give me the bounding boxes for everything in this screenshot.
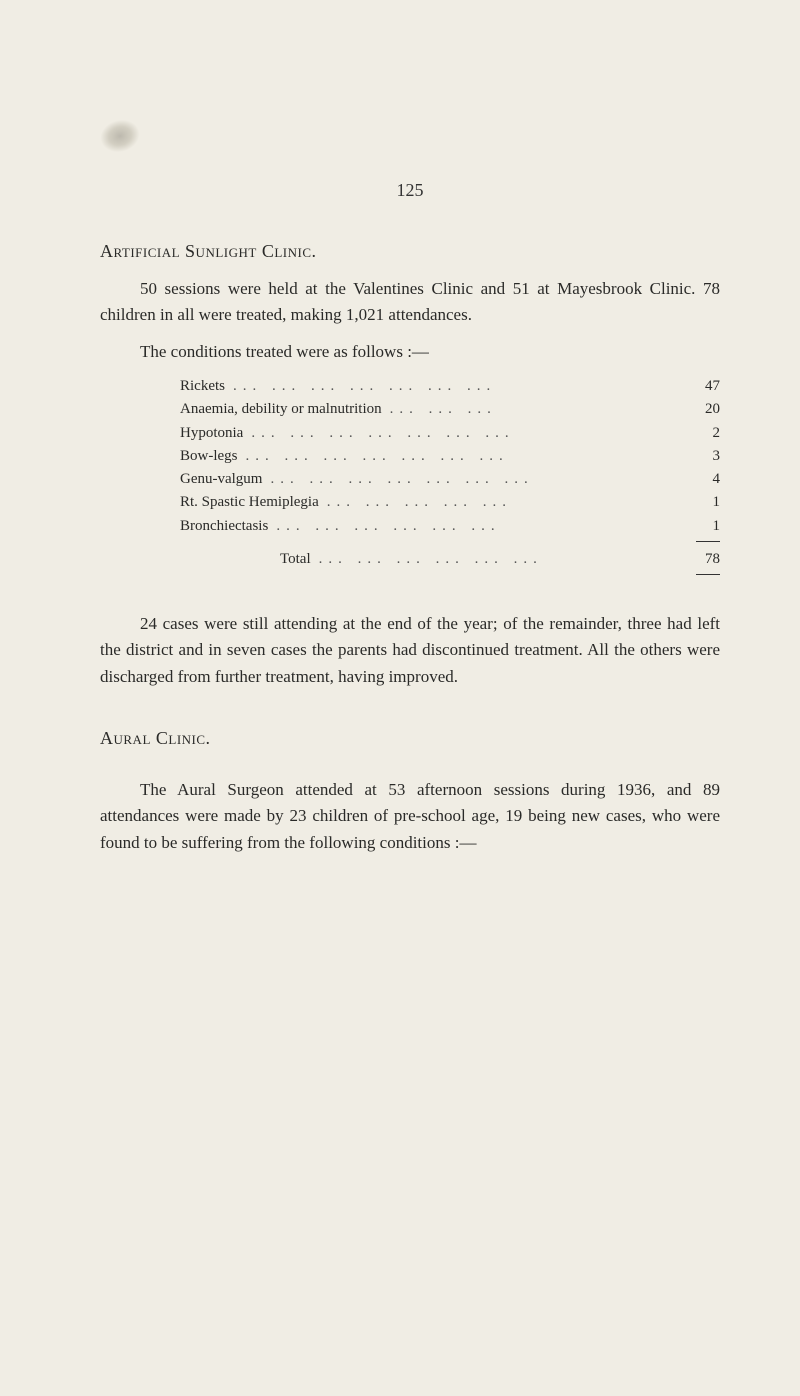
condition-label: Hypotonia — [180, 422, 243, 445]
leader-dots: ... ... ... ... ... ... ... — [243, 422, 684, 445]
condition-label: Genu-valgum — [180, 468, 262, 491]
table-rule-bottom — [696, 574, 720, 575]
conditions-table: Rickets ... ... ... ... ... ... ... 47 A… — [180, 375, 720, 575]
condition-value: 47 — [684, 375, 720, 398]
condition-label: Bronchiectasis — [180, 515, 268, 538]
table-row: Rickets ... ... ... ... ... ... ... 47 — [180, 375, 720, 398]
leader-dots: ... ... ... — [382, 398, 684, 421]
table-row: Bronchiectasis ... ... ... ... ... ... 1 — [180, 515, 720, 538]
condition-value: 1 — [684, 491, 720, 514]
table-row: Genu-valgum ... ... ... ... ... ... ... … — [180, 468, 720, 491]
para-cases-attending: 24 cases were still attending at the end… — [100, 611, 720, 690]
leader-dots: ... ... ... ... ... ... ... — [225, 375, 684, 398]
total-value: 78 — [684, 548, 720, 571]
leader-dots: ... ... ... ... ... ... ... — [262, 468, 684, 491]
condition-value: 20 — [684, 398, 720, 421]
section-heading-sunlight: Artificial Sunlight Clinic. — [100, 241, 720, 262]
para-aural-surgeon: The Aural Surgeon attended at 53 afterno… — [100, 777, 720, 856]
table-row: Rt. Spastic Hemiplegia ... ... ... ... .… — [180, 491, 720, 514]
para-sessions: 50 sessions were held at the Valentines … — [100, 276, 720, 329]
table-total-row: Total ... ... ... ... ... ... 78 — [180, 548, 720, 571]
table-row: Anaemia, debility or malnutrition ... ..… — [180, 398, 720, 421]
condition-label: Anaemia, debility or malnutrition — [180, 398, 382, 421]
condition-label: Rickets — [180, 375, 225, 398]
table-row: Hypotonia ... ... ... ... ... ... ... 2 — [180, 422, 720, 445]
condition-label: Bow-legs — [180, 445, 238, 468]
leader-dots: ... ... ... ... ... ... — [268, 515, 684, 538]
table-row: Bow-legs ... ... ... ... ... ... ... 3 — [180, 445, 720, 468]
condition-value: 1 — [684, 515, 720, 538]
condition-value: 4 — [684, 468, 720, 491]
condition-value: 3 — [684, 445, 720, 468]
condition-label: Rt. Spastic Hemiplegia — [180, 491, 319, 514]
section-heading-aural: Aural Clinic. — [100, 728, 720, 749]
table-rule-top — [696, 541, 720, 542]
leader-dots: ... ... ... ... ... ... — [311, 548, 684, 571]
total-label: Total — [180, 548, 311, 571]
leader-dots: ... ... ... ... ... ... ... — [238, 445, 685, 468]
page-number: 125 — [100, 180, 720, 201]
condition-value: 2 — [684, 422, 720, 445]
para-conditions-intro: The conditions treated were as follows :… — [100, 339, 720, 365]
leader-dots: ... ... ... ... ... — [319, 491, 684, 514]
